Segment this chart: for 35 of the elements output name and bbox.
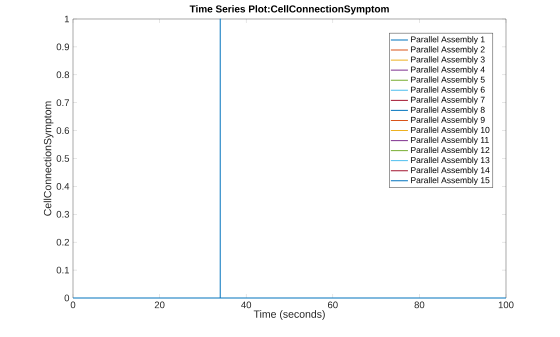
x-tick-label: 20 xyxy=(154,302,165,308)
x-tick-label: 100 xyxy=(498,302,514,308)
legend-label: Parallel Assembly 9 xyxy=(411,116,485,125)
y-axis-title: CellConnectionSymptom xyxy=(44,101,54,216)
legend-label: Parallel Assembly 15 xyxy=(411,176,490,185)
y-tick-label: 0.4 xyxy=(56,183,70,190)
x-tick-label: 80 xyxy=(414,302,424,308)
legend-label: Parallel Assembly 13 xyxy=(411,156,490,165)
x-tick-label: 40 xyxy=(241,302,252,308)
x-axis-title: Time (seconds) xyxy=(254,310,325,320)
y-tick-label: 0.1 xyxy=(56,266,70,274)
y-tick-label: 0.6 xyxy=(56,127,70,134)
legend-label: Parallel Assembly 1 xyxy=(411,36,485,44)
legend-label: Parallel Assembly 5 xyxy=(411,76,485,84)
legend-label: Parallel Assembly 10 xyxy=(411,126,490,135)
y-tick-label: 0.3 xyxy=(56,210,70,218)
legend-label: Parallel Assembly 2 xyxy=(411,46,485,54)
y-tick-label: 0.5 xyxy=(56,155,70,162)
y-tick-label: 0.7 xyxy=(56,99,70,106)
x-tick-label: 60 xyxy=(328,302,338,308)
legend-label: Parallel Assembly 3 xyxy=(411,56,485,64)
y-tick-label: 1 xyxy=(64,16,70,22)
legend-label: Parallel Assembly 12 xyxy=(411,146,490,155)
y-tick-label: 0 xyxy=(64,294,70,302)
legend-label: Parallel Assembly 14 xyxy=(411,166,490,175)
legend-label: Parallel Assembly 11 xyxy=(411,136,489,145)
chart-title: Time Series Plot:CellConnectionSymptom xyxy=(190,5,389,14)
legend-label: Parallel Assembly 7 xyxy=(411,96,485,104)
legend-label: Parallel Assembly 8 xyxy=(411,106,485,114)
legend-label: Parallel Assembly 4 xyxy=(411,66,485,74)
y-tick-label: 0.2 xyxy=(56,238,70,246)
legend-label: Parallel Assembly 6 xyxy=(411,86,485,94)
y-tick-label: 0.8 xyxy=(56,71,70,78)
y-tick-label: 0.9 xyxy=(56,44,70,50)
x-tick-label: 0 xyxy=(70,302,76,308)
